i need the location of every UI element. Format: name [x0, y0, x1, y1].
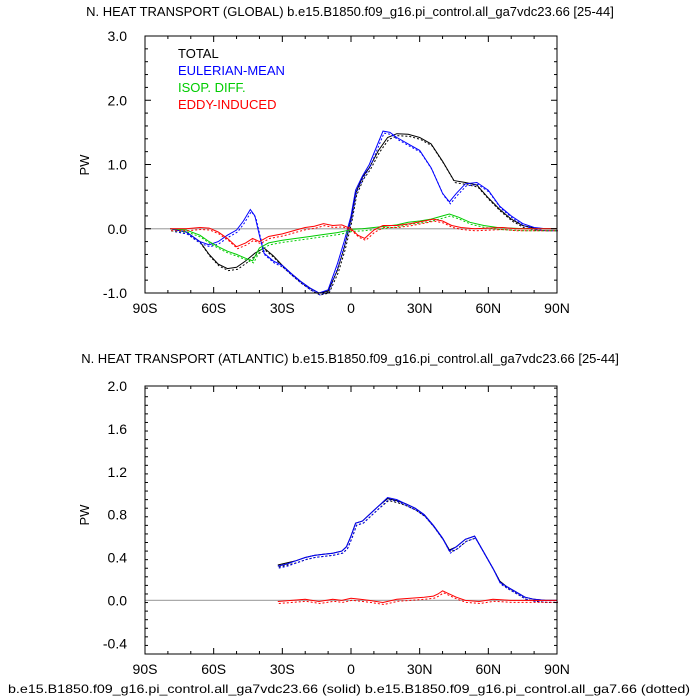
- atlantic-x-tick-label: 60N: [475, 661, 501, 677]
- global-plot-area: 90S 60S 30S 0 30N 60N 90N -1.0 0.0 1.0 2.0 3.0: [103, 28, 570, 316]
- atlantic-y-tick-label: 0.4: [108, 550, 128, 566]
- legend-entry-isop-diff: ISOP. DIFF.: [178, 80, 246, 95]
- atlantic-x-tick-label: 60S: [201, 661, 226, 677]
- global-series-total-solid: [170, 133, 557, 294]
- global-series-eddy-induced-dotted: [171, 220, 558, 250]
- global-y-tick-label: 1.0: [108, 157, 128, 173]
- atlantic-y-tick-label: 1.2: [108, 464, 128, 480]
- atlantic-series-series-3-solid: [277, 590, 557, 604]
- atlantic-series-series-1-solid: [277, 498, 557, 601]
- global-x-tick-label: 90N: [544, 300, 570, 316]
- atlantic-y-tick-label: -0.4: [103, 635, 127, 651]
- global-series-eddy-induced-solid: [170, 218, 557, 248]
- global-series-eulerian-mean-dotted: [171, 132, 558, 296]
- atlantic-series-series-3-dotted: [278, 592, 558, 606]
- global-y-tick-label: 0.0: [108, 221, 128, 237]
- global-chart-title: N. HEAT TRANSPORT (GLOBAL) b.e15.B1850.f…: [86, 4, 614, 19]
- global-y-tick-label: -1.0: [103, 285, 127, 301]
- global-y-tick-label: 2.0: [108, 92, 128, 108]
- atlantic-y-tick-label: 0.0: [108, 592, 128, 608]
- global-legend: TOTAL EULERIAN-MEAN ISOP. DIFF. EDDY-IND…: [178, 46, 285, 112]
- global-x-tick-label: 60S: [201, 300, 226, 316]
- global-heat-transport-panel: N. HEAT TRANSPORT (GLOBAL) b.e15.B1850.f…: [77, 4, 614, 316]
- atlantic-y-tick-label: 2.0: [108, 378, 128, 394]
- global-y-tick-label: 3.0: [108, 28, 128, 44]
- global-series-total-dotted: [171, 135, 558, 296]
- atlantic-x-tick-label: 90S: [133, 661, 158, 677]
- atlantic-heat-transport-panel: N. HEAT TRANSPORT (ATLANTIC) b.e15.B1850…: [8, 351, 690, 696]
- legend-entry-total: TOTAL: [178, 46, 219, 61]
- global-x-tick-label: 30N: [407, 300, 433, 316]
- global-x-tick-label: 60N: [475, 300, 501, 316]
- global-x-tick-label: 90S: [133, 300, 158, 316]
- atlantic-chart-title: N. HEAT TRANSPORT (ATLANTIC) b.e15.B1850…: [81, 351, 619, 366]
- atlantic-series-series-1-dotted: [278, 500, 558, 603]
- atlantic-series-series-2-solid: [277, 496, 557, 601]
- global-x-tick-label: 0: [347, 300, 355, 316]
- global-y-axis-label: PW: [77, 154, 92, 176]
- atlantic-y-tick-label: 1.6: [108, 421, 128, 437]
- atlantic-series-series-2-dotted: [278, 498, 558, 603]
- runs-footnote: b.e15.B1850.f09_g16.pi_control.all_ga7vd…: [8, 682, 690, 696]
- atlantic-y-tick-label: 0.8: [108, 507, 128, 523]
- atlantic-x-tick-label: 30S: [270, 661, 295, 677]
- atlantic-x-tick-label: 0: [347, 661, 355, 677]
- atlantic-plot-area: 90S 60S 30S 0 30N 60N 90N -0.4 0.0 0.4 0.8 1.2 1.6 2.…: [103, 378, 570, 677]
- atlantic-y-axis-label: PW: [77, 504, 92, 526]
- atlantic-x-tick-label: 90N: [544, 661, 570, 677]
- legend-entry-eulerian-mean: EULERIAN-MEAN: [178, 63, 285, 78]
- legend-entry-eddy-induced: EDDY-INDUCED: [178, 97, 276, 112]
- atlantic-plot-frame: [144, 385, 558, 655]
- atlantic-x-tick-label: 30N: [407, 661, 433, 677]
- global-series-eulerian-mean-solid: [170, 130, 557, 294]
- global-series-isop-diff-dotted: [171, 215, 558, 264]
- global-x-tick-label: 30S: [270, 300, 295, 316]
